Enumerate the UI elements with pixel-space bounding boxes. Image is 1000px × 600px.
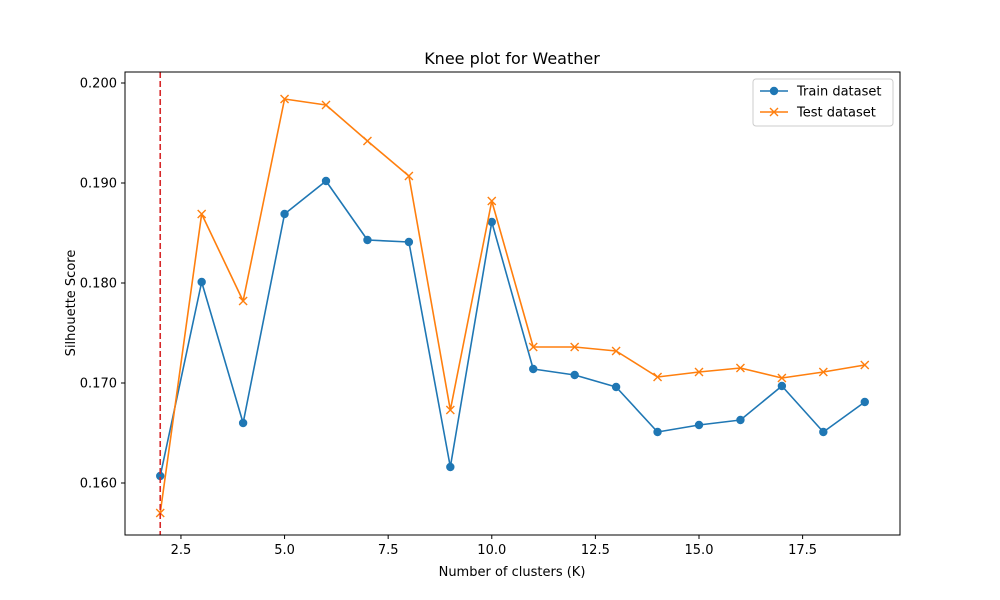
data-point <box>363 235 372 245</box>
data-point <box>777 381 787 391</box>
y-axis: 0.160 0.170 0.180 0.190 0.200 <box>80 77 125 492</box>
data-point <box>570 342 580 352</box>
x-tick-label: 15.0 <box>685 543 714 558</box>
plot-area <box>155 72 870 535</box>
data-point <box>860 397 869 407</box>
data-point <box>487 217 496 227</box>
data-point <box>404 237 414 247</box>
y-tick-label: 0.190 <box>80 177 117 192</box>
series-train <box>156 176 869 481</box>
series-line <box>159 98 865 514</box>
data-point <box>694 420 704 430</box>
data-point <box>611 382 621 392</box>
data-point <box>487 196 497 206</box>
y-tick-label: 0.200 <box>80 77 117 92</box>
legend-item: Train dataset <box>760 85 881 100</box>
data-point <box>238 418 248 428</box>
legend-label: Test dataset <box>796 106 876 121</box>
data-point <box>653 372 663 382</box>
data-point <box>736 415 745 425</box>
data-point <box>529 364 538 374</box>
x-axis: 2.5 5.0 7.5 10.0 12.5 15.0 17.5 <box>171 535 817 558</box>
data-point <box>860 360 870 370</box>
y-tick-label: 0.170 <box>80 377 117 392</box>
legend-item: Test dataset <box>760 106 876 121</box>
data-point <box>446 462 455 472</box>
series-test <box>155 94 870 518</box>
legend-marker <box>769 107 779 117</box>
x-tick-label: 5.0 <box>274 543 295 558</box>
data-point <box>238 296 248 306</box>
data-point <box>362 136 372 146</box>
data-point <box>404 171 414 181</box>
data-point <box>777 373 787 383</box>
legend: Train dataset Test dataset <box>752 78 894 127</box>
legend-label: Train dataset <box>796 85 881 100</box>
data-point <box>197 209 207 219</box>
data-point <box>570 370 579 380</box>
x-tick-label: 7.5 <box>378 543 399 558</box>
data-point <box>280 209 289 219</box>
data-point <box>321 176 331 186</box>
data-point <box>280 94 290 104</box>
legend-marker <box>769 86 779 96</box>
chart-title: Knee plot for Weather <box>424 49 600 68</box>
data-point <box>156 471 165 481</box>
data-point <box>445 405 455 415</box>
x-tick-label: 17.5 <box>788 543 817 558</box>
data-point <box>694 367 704 377</box>
x-tick-label: 12.5 <box>581 543 610 558</box>
data-point <box>653 427 662 437</box>
data-point <box>818 367 828 377</box>
y-tick-label: 0.180 <box>80 277 117 292</box>
data-point <box>321 100 331 110</box>
x-tick-label: 10.0 <box>477 543 506 558</box>
data-point <box>735 363 745 373</box>
data-point <box>611 346 621 356</box>
series-line <box>159 180 866 477</box>
data-point <box>528 342 538 352</box>
y-tick-label: 0.160 <box>80 477 117 492</box>
data-point <box>819 427 828 437</box>
plot-frame <box>124 71 901 536</box>
x-axis-title: Number of clusters (K) <box>439 565 586 580</box>
data-point <box>197 277 206 287</box>
x-tick-label: 2.5 <box>171 543 192 558</box>
y-axis-title: Silhouette Score <box>64 250 79 357</box>
